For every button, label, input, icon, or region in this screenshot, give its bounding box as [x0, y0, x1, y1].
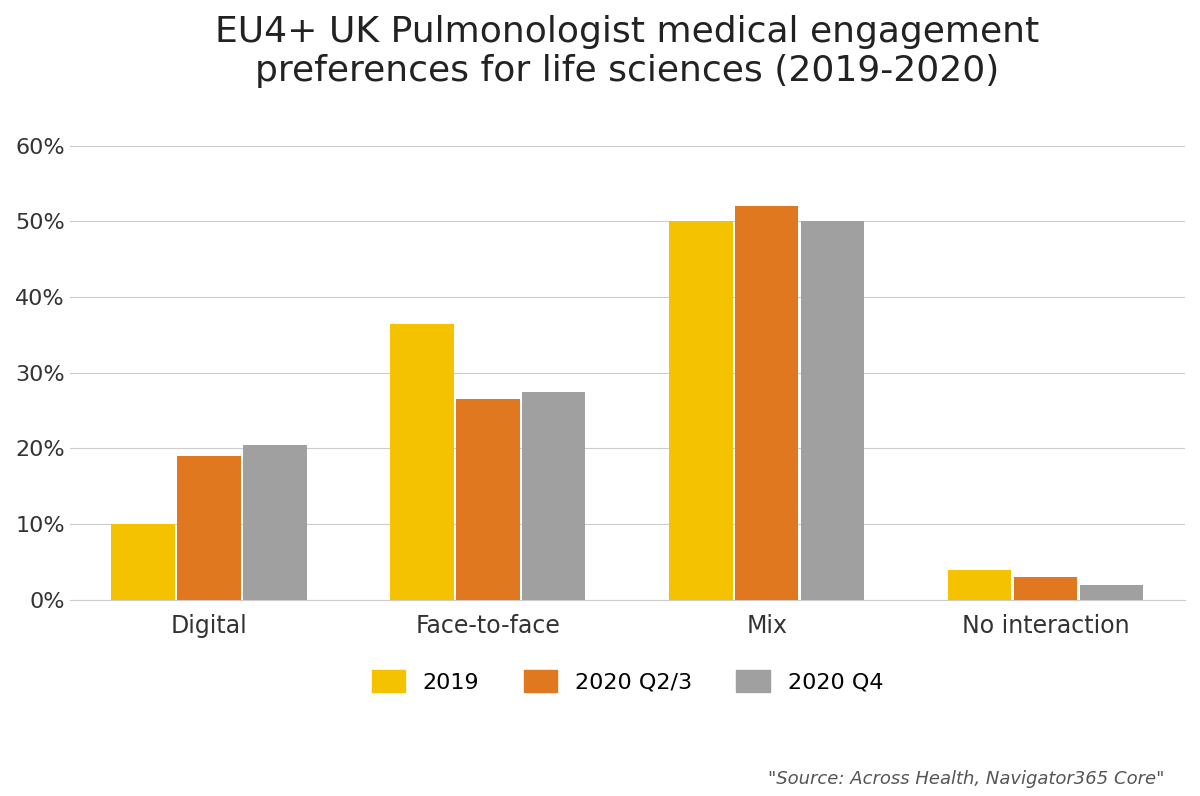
Bar	[522, 392, 586, 600]
Bar	[244, 445, 307, 600]
Bar	[178, 456, 241, 600]
Text: "Source: Across Health, Navigator365 Core": "Source: Across Health, Navigator365 Cor…	[768, 770, 1164, 788]
Bar	[670, 221, 732, 600]
Bar	[1080, 585, 1144, 600]
Title: EU4+ UK Pulmonologist medical engagement
preferences for life sciences (2019-202: EU4+ UK Pulmonologist medical engagement…	[215, 15, 1039, 88]
Bar	[800, 221, 864, 600]
Bar	[736, 206, 798, 600]
Bar	[112, 524, 175, 600]
Bar	[456, 400, 520, 600]
Legend: 2019, 2020 Q2/3, 2020 Q4: 2019, 2020 Q2/3, 2020 Q4	[360, 658, 894, 704]
Bar	[390, 324, 454, 600]
Bar	[948, 569, 1012, 600]
Bar	[1014, 577, 1078, 600]
